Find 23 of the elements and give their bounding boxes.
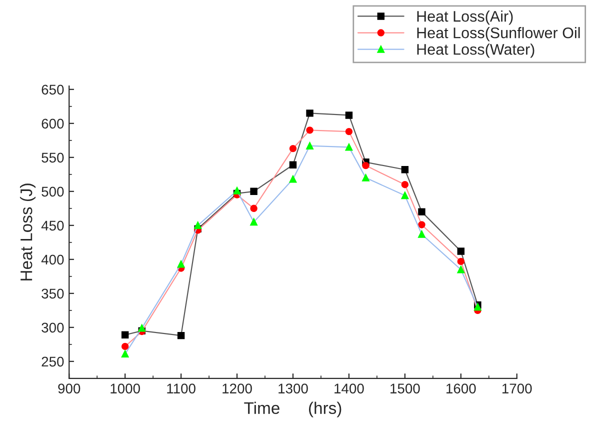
legend-label: Heat Loss(Sunflower Oil bbox=[417, 27, 580, 42]
x-tick-label: 1700 bbox=[502, 384, 532, 394]
legend-label: Heat Loss(Water) bbox=[417, 44, 534, 58]
y-tick-label: 600 bbox=[42, 118, 64, 129]
y-tick-label: 450 bbox=[41, 220, 64, 231]
x-tick-label: 1300 bbox=[278, 384, 308, 394]
y-tick-label: 400 bbox=[41, 254, 64, 265]
legend-label: Heat Loss(Air) bbox=[417, 10, 513, 25]
y-tick-label: 650 bbox=[42, 84, 64, 95]
x-tick-label: 1600 bbox=[446, 384, 476, 394]
x-tick-label: 1100 bbox=[167, 384, 196, 394]
y-tick-label: 300 bbox=[42, 322, 64, 333]
x-axis-title: Time (hrs) bbox=[244, 402, 342, 418]
y-tick-label: 500 bbox=[42, 186, 64, 197]
x-tick-label: 1000 bbox=[110, 384, 140, 394]
x-tick-label: 1200 bbox=[222, 384, 252, 394]
x-tick-label: 1500 bbox=[390, 384, 420, 394]
x-tick-label: 900 bbox=[58, 384, 80, 394]
y-tick-label: 350 bbox=[42, 288, 64, 299]
x-tick-label: 1400 bbox=[334, 384, 364, 394]
y-axis-title: Heat Loss (J) bbox=[20, 184, 36, 280]
y-tick-label: 250 bbox=[42, 356, 64, 367]
y-tick-label: 550 bbox=[42, 152, 64, 163]
